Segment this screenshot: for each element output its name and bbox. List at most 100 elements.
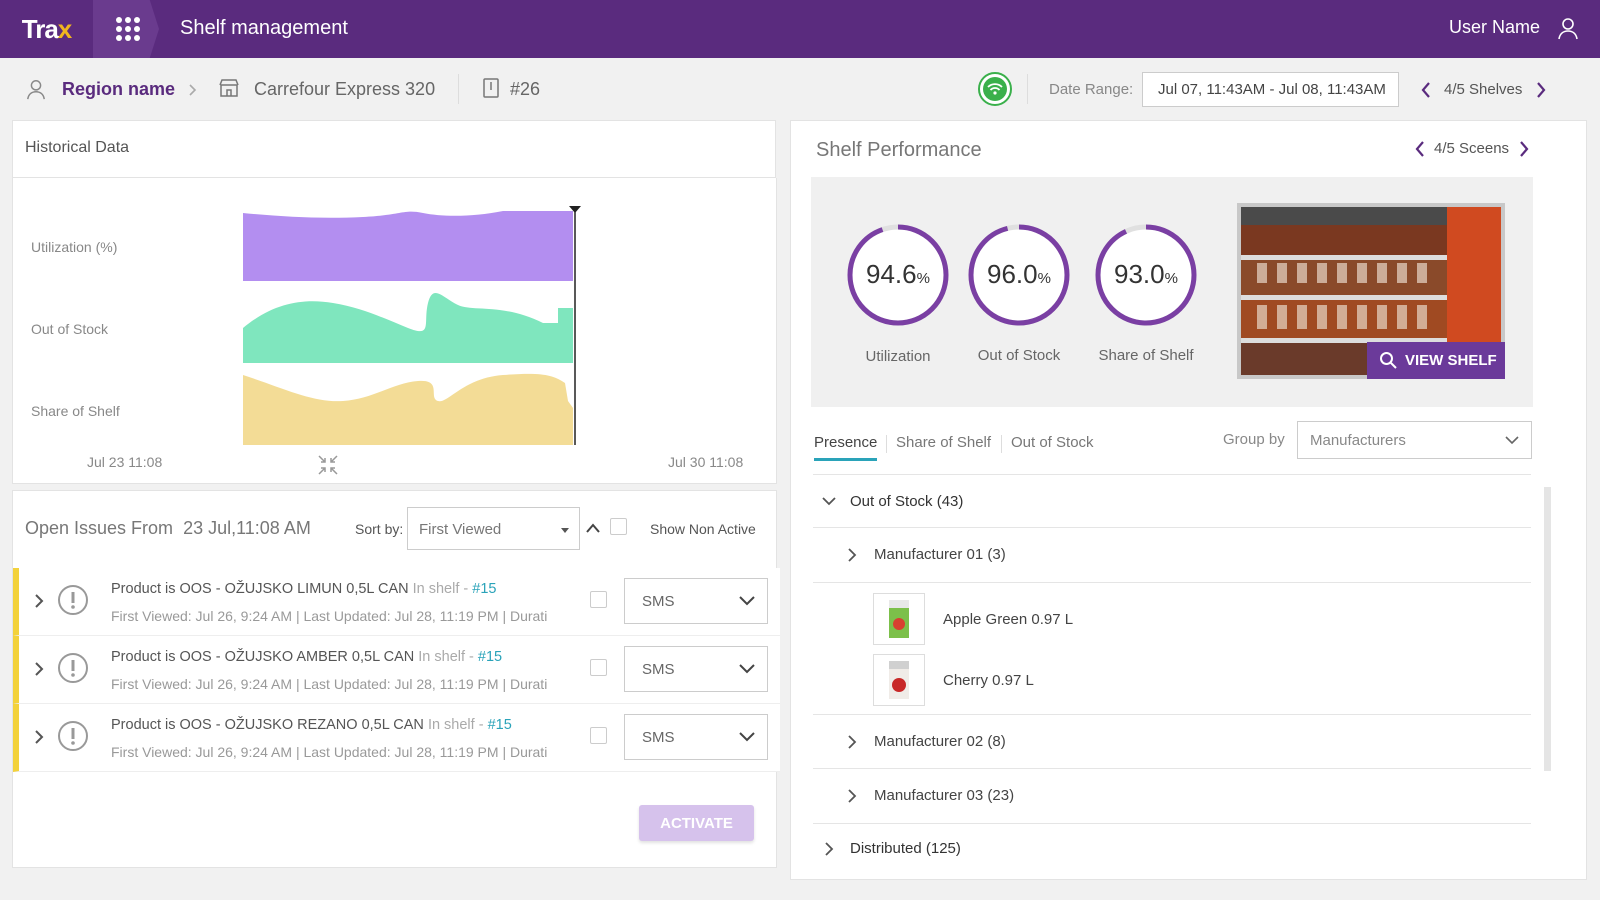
chevron-down-icon: [739, 596, 755, 606]
utilization-value: 94.6%: [866, 259, 930, 289]
utilization-label: Utilization: [865, 348, 931, 365]
historical-data-title: Historical Data: [25, 139, 130, 156]
date-range-label: Date Range:: [1049, 81, 1134, 98]
issue-row[interactable]: Product is OOS - OŽUJSKO LIMUN 0,5L CAN …: [13, 568, 780, 636]
issue-meta: First Viewed: Jul 26, 9:24 AM | Last Upd…: [111, 608, 548, 624]
tree-manufacturer-01[interactable]: Manufacturer 01 (3): [874, 546, 1006, 563]
wifi-status-icon: [978, 72, 1012, 106]
issue-checkbox[interactable]: [590, 727, 607, 744]
divider: [813, 768, 1531, 769]
divider: [1027, 74, 1028, 104]
breadcrumb-store[interactable]: Carrefour Express 320: [254, 79, 436, 99]
app-grid-button[interactable]: [93, 0, 159, 58]
issues-title-prefix: Open Issues From: [25, 518, 174, 538]
tab-share-of-shelf[interactable]: Share of Shelf: [896, 434, 992, 451]
issue-row[interactable]: Product is OOS - OŽUJSKO REZANO 0,5L CAN…: [13, 704, 780, 772]
x-axis-start: Jul 23 11:08: [87, 454, 163, 470]
warning-icon: [58, 585, 88, 615]
product-thumbnail: [873, 654, 925, 706]
breadcrumb: Region name Carrefour Express 320 #26 Da…: [0, 58, 1600, 122]
issue-meta: First Viewed: Jul 26, 9:24 AM | Last Upd…: [111, 676, 548, 692]
divider: [813, 527, 1531, 528]
sort-select[interactable]: First Viewed: [407, 507, 580, 550]
row-label-share-of-shelf: Share of Shelf: [31, 403, 120, 419]
out-of-stock-gauge: [968, 224, 1070, 326]
divider: [813, 823, 1531, 824]
channel-select[interactable]: SMS: [624, 646, 768, 692]
issue-checkbox[interactable]: [590, 659, 607, 676]
chevron-right-icon[interactable]: [824, 842, 834, 856]
share-of-shelf-area: [243, 373, 573, 445]
divider: [458, 74, 459, 104]
store-icon: [219, 79, 239, 97]
show-non-active-checkbox[interactable]: [610, 518, 627, 535]
divider: [1001, 435, 1002, 453]
tree-manufacturer-03[interactable]: Manufacturer 03 (23): [874, 787, 1015, 804]
shelf-performance-title: Shelf Performance: [816, 139, 982, 161]
grid-icon: [116, 17, 140, 41]
user-icon[interactable]: [1556, 16, 1580, 40]
chevron-right-icon[interactable]: [1518, 141, 1530, 157]
logo-text-accent: x: [57, 13, 73, 44]
issue-shelf-link[interactable]: #15: [477, 649, 503, 665]
issue-text: Product is OOS - OŽUJSKO AMBER 0,5L CAN …: [111, 649, 503, 665]
trax-logo[interactable]: Tra x: [0, 0, 93, 58]
historical-chart: Utilization (%) Out of Stock Share of Sh…: [12, 178, 777, 484]
activate-button[interactable]: ACTIVATE: [639, 805, 754, 841]
chevron-down-icon[interactable]: [822, 496, 836, 506]
tab-active-indicator: [814, 458, 877, 461]
product-cherry[interactable]: Cherry 0.97 L: [943, 672, 1034, 689]
chevron-right-icon[interactable]: [847, 735, 857, 749]
channel-select[interactable]: SMS: [624, 578, 768, 624]
expand-chevron-icon[interactable]: [34, 594, 44, 608]
divider: [886, 435, 887, 453]
view-shelf-button[interactable]: VIEW SHELF: [1367, 342, 1505, 379]
expand-chevron-icon[interactable]: [34, 730, 44, 744]
issue-row[interactable]: Product is OOS - OŽUJSKO AMBER 0,5L CAN …: [13, 636, 780, 704]
row-label-utilization: Utilization (%): [31, 239, 118, 255]
breadcrumb-shelf[interactable]: #26: [510, 79, 541, 99]
logo-text: Tra: [21, 13, 59, 44]
chevron-down-icon: [739, 732, 755, 742]
scrollbar-track[interactable]: [1544, 487, 1551, 771]
issue-shelf-link[interactable]: #15: [487, 717, 512, 733]
chevron-right-icon[interactable]: [847, 789, 857, 803]
chevron-left-icon[interactable]: [1414, 141, 1426, 157]
collapse-icon[interactable]: [317, 454, 339, 476]
product-apple-green[interactable]: Apple Green 0.97 L: [943, 611, 1074, 628]
app-title: Shelf management: [180, 17, 348, 39]
out-of-stock-value: 96.0%: [987, 259, 1051, 289]
issue-checkbox[interactable]: [590, 591, 607, 608]
show-non-active-label: Show Non Active: [650, 521, 756, 537]
chevron-right-icon[interactable]: [847, 548, 857, 562]
caret-down-icon: [561, 528, 569, 533]
issue-text: Product is OOS - OŽUJSKO LIMUN 0,5L CAN …: [111, 581, 497, 597]
tab-out-of-stock[interactable]: Out of Stock: [1011, 434, 1094, 451]
chevron-left-icon[interactable]: [1420, 82, 1432, 98]
chevron-right-icon[interactable]: [1535, 82, 1547, 98]
date-range-input[interactable]: Jul 07, 11:43AM - Jul 08, 11:43AM: [1142, 72, 1399, 107]
user-name[interactable]: User Name: [1448, 17, 1540, 37]
tree-out-of-stock[interactable]: Out of Stock (43): [850, 493, 964, 510]
row-label-out-of-stock: Out of Stock: [31, 321, 109, 337]
issue-shelf-link[interactable]: #15: [472, 581, 497, 597]
tab-presence[interactable]: Presence: [814, 434, 878, 451]
group-by-select[interactable]: Manufacturers: [1297, 421, 1532, 459]
tree-distributed[interactable]: Distributed (125): [850, 840, 961, 857]
expand-chevron-icon[interactable]: [34, 662, 44, 676]
region-user-icon: [27, 80, 45, 100]
shelf-icon: [483, 78, 499, 98]
juice-carton-green-icon: [889, 600, 909, 638]
breadcrumb-region[interactable]: Region name: [62, 79, 176, 99]
channel-select[interactable]: SMS: [624, 714, 768, 760]
tree-manufacturer-02[interactable]: Manufacturer 02 (8): [874, 733, 1006, 750]
divider: [813, 474, 1531, 475]
chevron-up-icon[interactable]: [586, 523, 600, 533]
historical-data-header: Historical Data: [12, 120, 776, 178]
warning-icon: [58, 721, 88, 751]
divider: [813, 714, 1531, 715]
out-of-stock-label: Out of Stock: [977, 347, 1061, 364]
chevron-down-icon: [1505, 436, 1519, 445]
sort-label: Sort by:: [355, 521, 404, 537]
historical-sparklines: [243, 206, 581, 445]
